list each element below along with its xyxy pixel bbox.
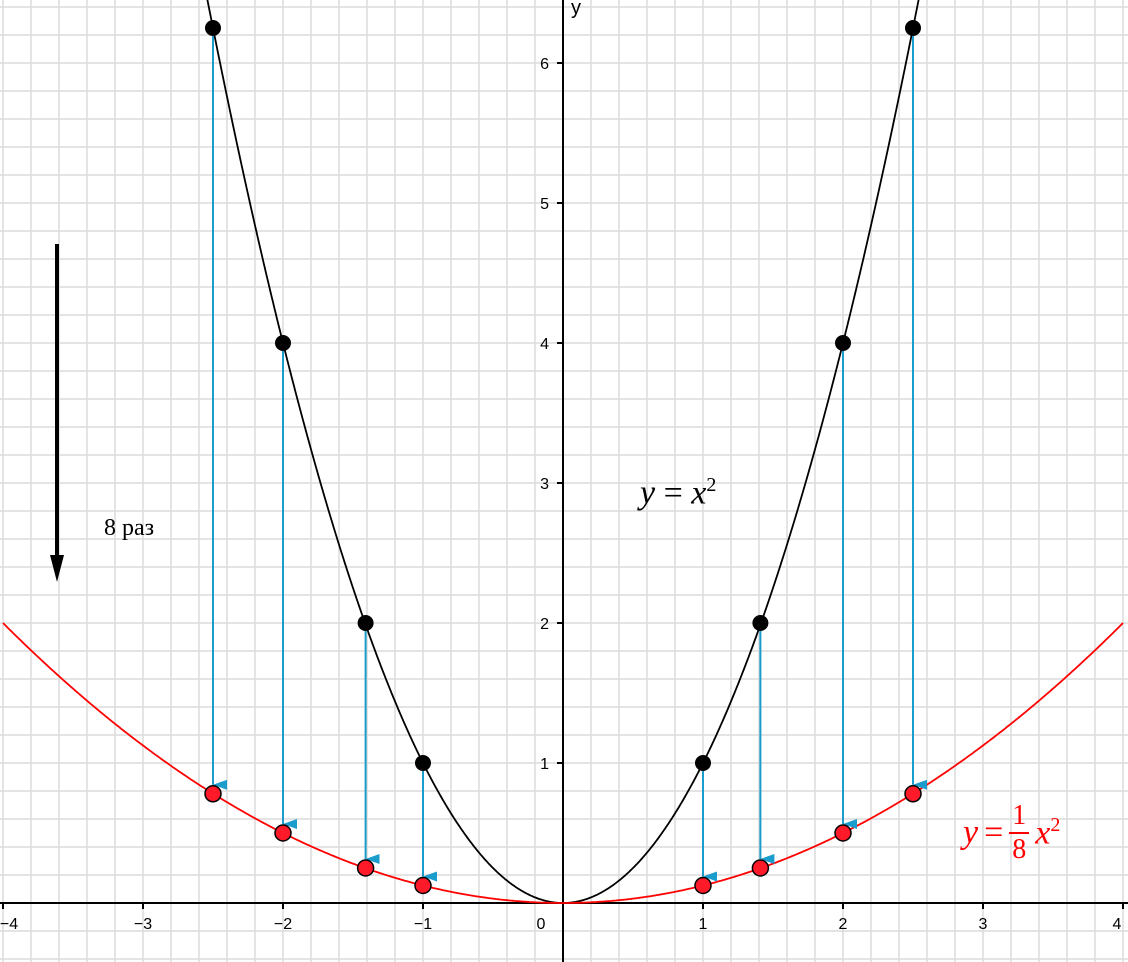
point-x-squared [205,20,221,36]
point-x-squared [752,615,769,631]
label-eq: = [663,474,683,512]
label-y-equals-x-squared: y = x2 [640,474,716,512]
point-eighth-x-squared [904,785,922,803]
fraction: 1 8 [1009,800,1030,866]
curve-eighth-x-squared [2,622,1124,904]
y-tick-label: 2 [540,616,549,633]
label-y: y [963,814,979,851]
label-x: x [691,474,707,512]
scale-arrow-head [50,555,64,582]
x-tick-label: 1 [699,916,708,933]
point-eighth-x-squared [204,785,222,803]
x-tick-label: 0 [537,916,546,933]
point-eighth-x-squared [751,859,770,877]
point-x-squared [905,20,921,36]
label-exp: 2 [1050,813,1061,836]
point-x-squared [275,335,291,351]
point-x-squared [695,755,711,771]
point-x-squared [835,335,851,351]
x-tick-label: 2 [839,916,848,933]
x-tick-label: 3 [979,916,988,933]
x-tick-label: −1 [414,916,432,933]
label-exp: 2 [706,474,717,496]
x-tick-label: 4 [1113,916,1122,933]
label-y-equals-eighth-x-squared: y = 1 8 x2 [963,800,1060,866]
label-x: x [1035,814,1051,852]
point-eighth-x-squared [356,859,375,877]
point-x-squared [415,755,431,771]
label-y: y [640,474,656,512]
label-scale-note: 8 раз [104,515,155,541]
point-eighth-x-squared [414,876,432,895]
fraction-numerator: 1 [1009,800,1030,834]
point-eighth-x-squared [274,824,292,842]
y-tick-label: 4 [540,336,549,353]
fraction-denominator: 8 [1012,834,1027,865]
point-x-squared [357,615,374,631]
y-tick-label: 6 [540,56,549,73]
y-axis-label: y [571,0,581,19]
x-tick-label: −4 [0,916,18,933]
x-tick-label: −3 [134,916,152,933]
point-eighth-x-squared [834,824,852,842]
y-tick-label: 3 [540,476,549,493]
label-eq: = [984,814,1004,851]
point-eighth-x-squared [694,876,712,895]
y-tick-label: 5 [540,196,549,213]
y-tick-label: 1 [540,756,549,773]
x-tick-label: −2 [274,916,292,933]
